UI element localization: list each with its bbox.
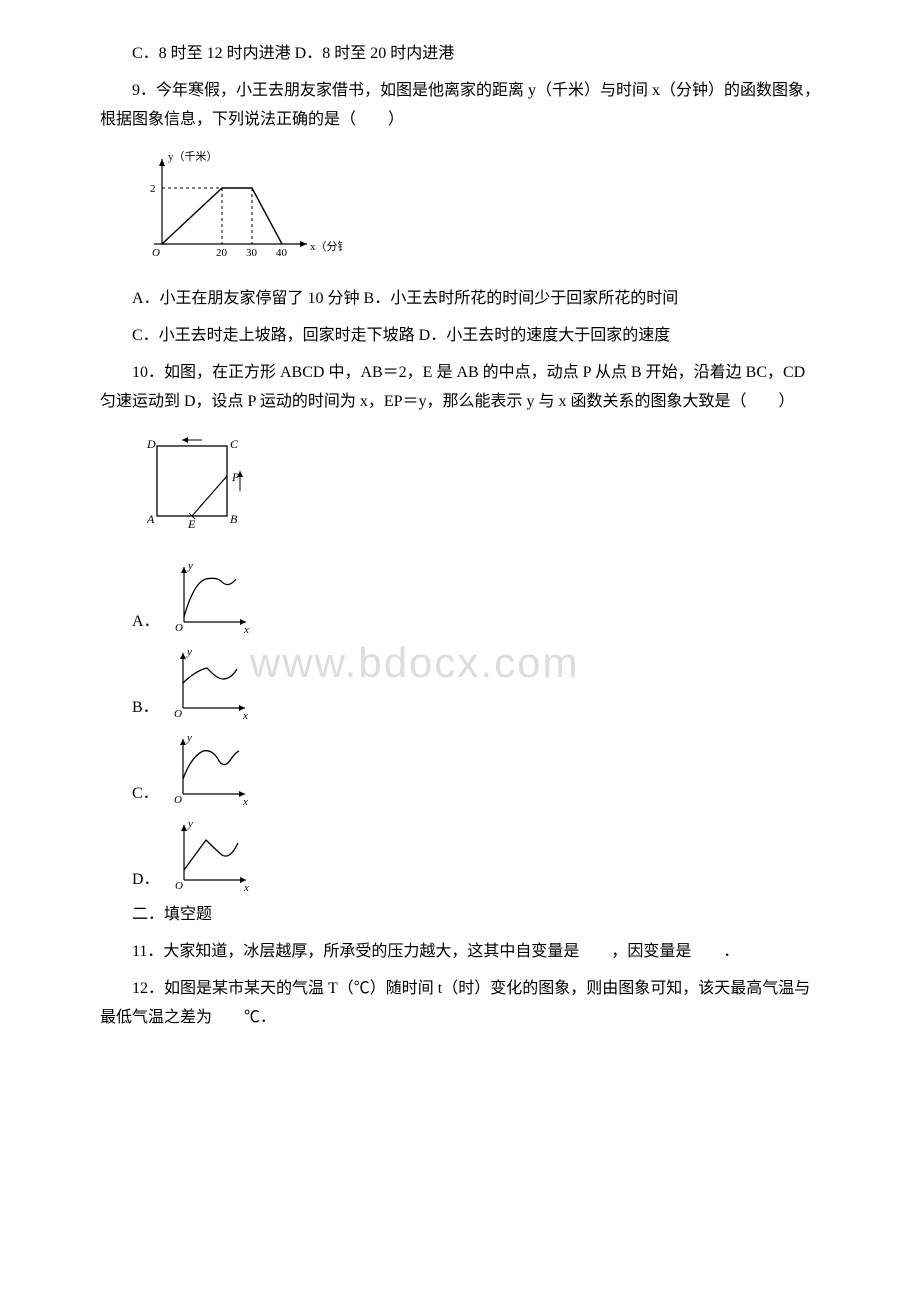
svg-text:O: O [152, 247, 160, 259]
q9-options-cd: C．小王去时走上坡路，回家时走下坡路 D．小王去时的速度大于回家的速度 [100, 322, 820, 351]
q12-stem: 12．如图是某市某天的气温 T（℃）随时间 t（时）变化的图象，则由图象可知，该… [100, 975, 820, 1033]
svg-text:40: 40 [276, 247, 288, 259]
svg-text:A: A [146, 512, 155, 526]
svg-text:30: 30 [246, 247, 258, 259]
svg-text:O: O [174, 708, 182, 720]
option-c-label: C． [132, 780, 159, 809]
q9-stem: 9．今年寒假，小王去朋友家借书，如图是他离家的距离 y（千米）与时间 x（分钟）… [100, 77, 820, 135]
q10-option-a: A． O x y [132, 557, 820, 637]
svg-text:O: O [175, 622, 183, 634]
q9-options-ab: A．小王在朋友家停留了 10 分钟 B．小王去时所花的时间少于回家所花的时间 [100, 285, 820, 314]
q10-stem: 10．如图，在正方形 ABCD 中，AB＝2，E 是 AB 的中点，动点 P 从… [100, 359, 820, 417]
q10-option-c: C． O x y [132, 729, 820, 809]
option-b-label: B． [132, 694, 159, 723]
option-a-label: A． [132, 608, 160, 637]
q10-square-figure: D C A B E P [132, 426, 820, 547]
svg-text:2: 2 [150, 183, 156, 195]
option-d-label: D． [132, 866, 160, 895]
svg-text:20: 20 [216, 247, 228, 259]
section-2-heading: 二．填空题 [100, 901, 820, 930]
svg-text:y（千米）: y（千米） [168, 150, 218, 163]
svg-text:y: y [187, 818, 193, 830]
svg-text:y: y [186, 646, 192, 658]
svg-text:y: y [186, 732, 192, 744]
svg-text:D: D [146, 437, 156, 451]
svg-text:O: O [175, 880, 183, 892]
svg-text:x: x [242, 710, 248, 722]
svg-text:C: C [230, 437, 239, 451]
svg-text:x: x [242, 796, 248, 808]
q11-stem: 11．大家知道，冰层越厚，所承受的压力越大，这其中自变量是 ，因变量是 ． [100, 938, 820, 967]
svg-text:x: x [243, 624, 249, 636]
svg-text:x: x [243, 882, 249, 894]
svg-text:O: O [174, 794, 182, 806]
q8-options-cd: C．8 时至 12 时内进港 D．8 时至 20 时内进港 [100, 40, 820, 69]
q10-option-b: B． O x y [132, 643, 820, 723]
svg-text:y: y [187, 560, 193, 572]
svg-text:x（分钟）: x（分钟） [310, 239, 342, 253]
q9-figure: O y（千米） x（分钟） 2 20 30 40 [132, 144, 820, 275]
svg-text:B: B [230, 512, 238, 526]
q10-option-d: D． O x y [132, 815, 820, 895]
